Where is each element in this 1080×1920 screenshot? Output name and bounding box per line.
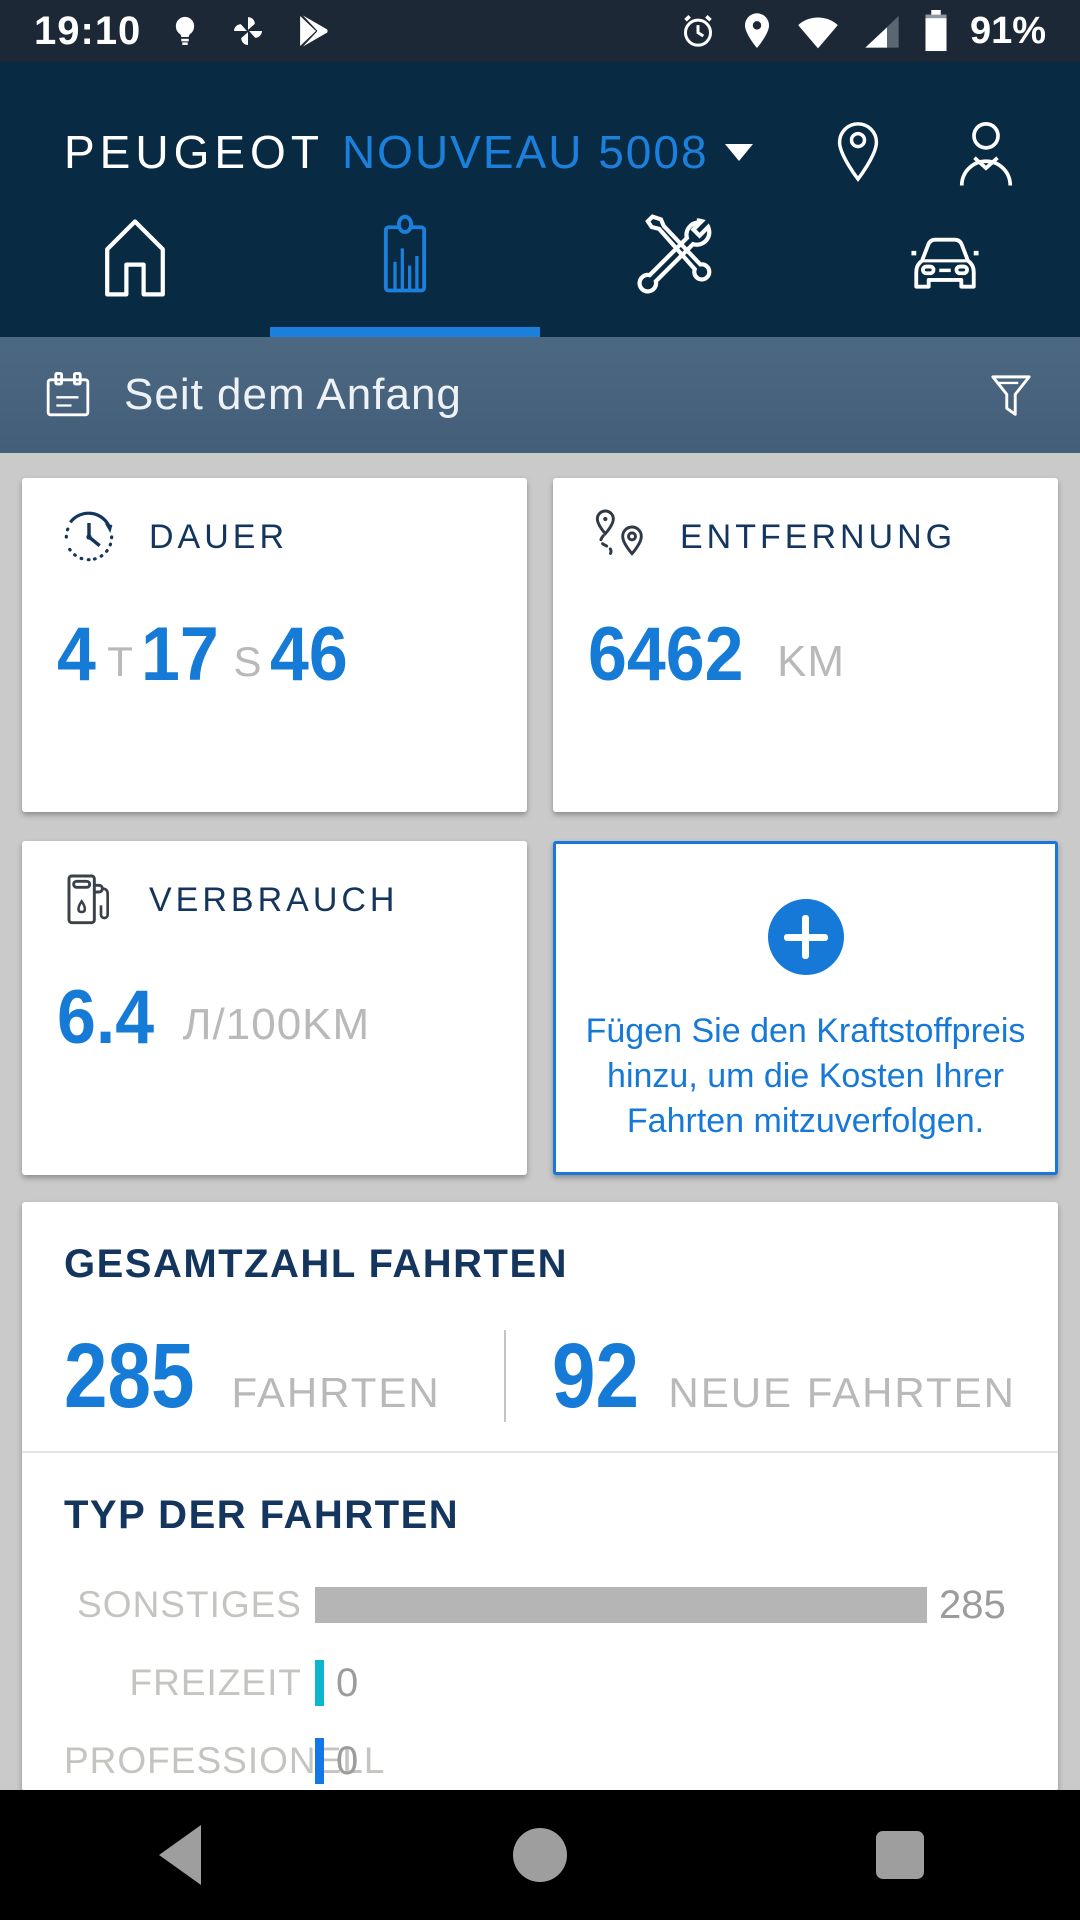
tab-statistics[interactable] xyxy=(270,202,540,337)
play-store-icon xyxy=(293,12,331,50)
calendar-icon xyxy=(40,367,96,423)
home-circle-icon xyxy=(513,1828,567,1882)
duration-card: DAUER 4 T 17 S 46 xyxy=(22,478,527,812)
trip-types-chart: SONSTIGES 285 FREIZEIT 0 PROFESSIONELL 0 xyxy=(64,1582,1016,1784)
distance-unit: KM xyxy=(777,637,846,686)
bar-value: 0 xyxy=(336,1738,359,1783)
duration-minutes: 46 xyxy=(269,612,348,697)
duration-value: 4 T 17 S 46 xyxy=(57,611,497,698)
nav-home-button[interactable] xyxy=(360,1828,720,1882)
trips-summary-card: GESAMTZAHL FAHRTEN 285 FAHRTEN 92 NEUE F… xyxy=(22,1202,1058,1791)
consumption-value: 6.4 Л/100KM xyxy=(57,974,497,1061)
distance-value: 6462 KM xyxy=(588,611,1028,698)
consumption-label: VERBRAUCH xyxy=(149,880,399,919)
duration-hours: 17 xyxy=(140,612,219,697)
tab-home[interactable] xyxy=(0,202,270,337)
total-trips-label: FAHRTEN xyxy=(231,1369,441,1416)
trip-type-row: PROFESSIONELL 0 xyxy=(64,1738,1016,1784)
date-range-label: Seit dem Anfang xyxy=(124,370,462,419)
status-time: 19:10 xyxy=(34,8,142,53)
status-bar: 19:10 91% xyxy=(0,0,1080,62)
nav-back-button[interactable] xyxy=(0,1825,360,1885)
wifi-icon xyxy=(796,12,840,50)
duration-days-unit: T xyxy=(107,638,133,685)
new-trips: 92 NEUE FAHRTEN xyxy=(504,1330,1016,1422)
bar-freizeit xyxy=(315,1660,324,1706)
battery-percent: 91% xyxy=(969,9,1046,52)
distance-label: ENTFERNUNG xyxy=(680,517,957,556)
route-icon xyxy=(588,505,652,569)
bar-label: FREIZEIT xyxy=(129,1662,302,1703)
duration-label: DAUER xyxy=(149,517,289,556)
main-tab-bar xyxy=(0,202,1080,337)
duration-hours-unit: S xyxy=(233,638,262,685)
fuel-pump-icon xyxy=(57,868,121,932)
total-trips-number: 285 xyxy=(64,1325,195,1427)
active-tab-indicator xyxy=(270,327,540,337)
tab-services[interactable] xyxy=(540,202,810,337)
bar-value: 285 xyxy=(939,1582,1006,1627)
stats-content: DAUER 4 T 17 S 46 xyxy=(0,453,1080,1791)
clock-history-icon xyxy=(57,505,121,569)
bar-label: SONSTIGES xyxy=(77,1584,302,1625)
new-trips-label: NEUE FAHRTEN xyxy=(668,1369,1016,1416)
photos-pinwheel-icon xyxy=(229,12,267,50)
filter-button[interactable] xyxy=(982,366,1040,424)
battery-icon xyxy=(924,10,948,52)
trip-type-row: SONSTIGES 285 xyxy=(64,1582,1016,1628)
trip-types-title: TYP DER FAHRTEN xyxy=(64,1493,460,1537)
total-trips: 285 FAHRTEN xyxy=(64,1330,504,1422)
brand-label: PEUGEOT xyxy=(64,126,324,178)
trips-total-title: GESAMTZAHL FAHRTEN xyxy=(64,1242,569,1286)
bar-sonstiges xyxy=(315,1587,927,1623)
android-nav-bar xyxy=(0,1790,1080,1920)
consumption-card: VERBRAUCH 6.4 Л/100KM xyxy=(22,841,527,1175)
consumption-number: 6.4 xyxy=(57,975,155,1060)
profile-button[interactable] xyxy=(956,117,1016,187)
bar-value: 0 xyxy=(336,1660,359,1705)
add-fuel-price-text: Fügen Sie den Kraftstoffpreis hinzu, um … xyxy=(585,1012,1026,1140)
bar-label: PROFESSIONELL xyxy=(64,1740,386,1781)
date-range-bar[interactable]: Seit dem Anfang xyxy=(0,337,1080,453)
vehicle-model-label: NOUVEAU 5008 xyxy=(341,126,709,178)
chevron-down-icon xyxy=(724,143,753,161)
dealer-location-button[interactable] xyxy=(832,117,884,187)
distance-number: 6462 xyxy=(588,612,744,697)
nav-recents-button[interactable] xyxy=(720,1831,1080,1879)
divider xyxy=(22,1451,1058,1453)
back-icon xyxy=(159,1825,201,1885)
consumption-unit: Л/100KM xyxy=(182,1000,371,1049)
app-header: PEUGEOT NOUVEAU 5008 xyxy=(0,62,1080,337)
plus-icon[interactable] xyxy=(767,899,844,975)
signal-icon xyxy=(862,12,902,50)
bar-professionell xyxy=(315,1738,324,1784)
distance-card: ENTFERNUNG 6462 KM xyxy=(553,478,1058,812)
trip-type-row: FREIZEIT 0 xyxy=(64,1660,1016,1706)
location-status-icon xyxy=(740,11,774,51)
duration-days: 4 xyxy=(57,612,96,697)
lightbulb-icon xyxy=(167,13,203,49)
alarm-icon xyxy=(678,11,718,51)
add-fuel-price-card[interactable]: Fügen Sie den Kraftstoffpreis hinzu, um … xyxy=(553,841,1058,1175)
new-trips-number: 92 xyxy=(552,1325,640,1427)
tab-vehicle[interactable] xyxy=(810,202,1080,337)
vehicle-selector[interactable]: PEUGEOT NOUVEAU 5008 xyxy=(64,125,753,179)
recents-square-icon xyxy=(876,1831,924,1879)
